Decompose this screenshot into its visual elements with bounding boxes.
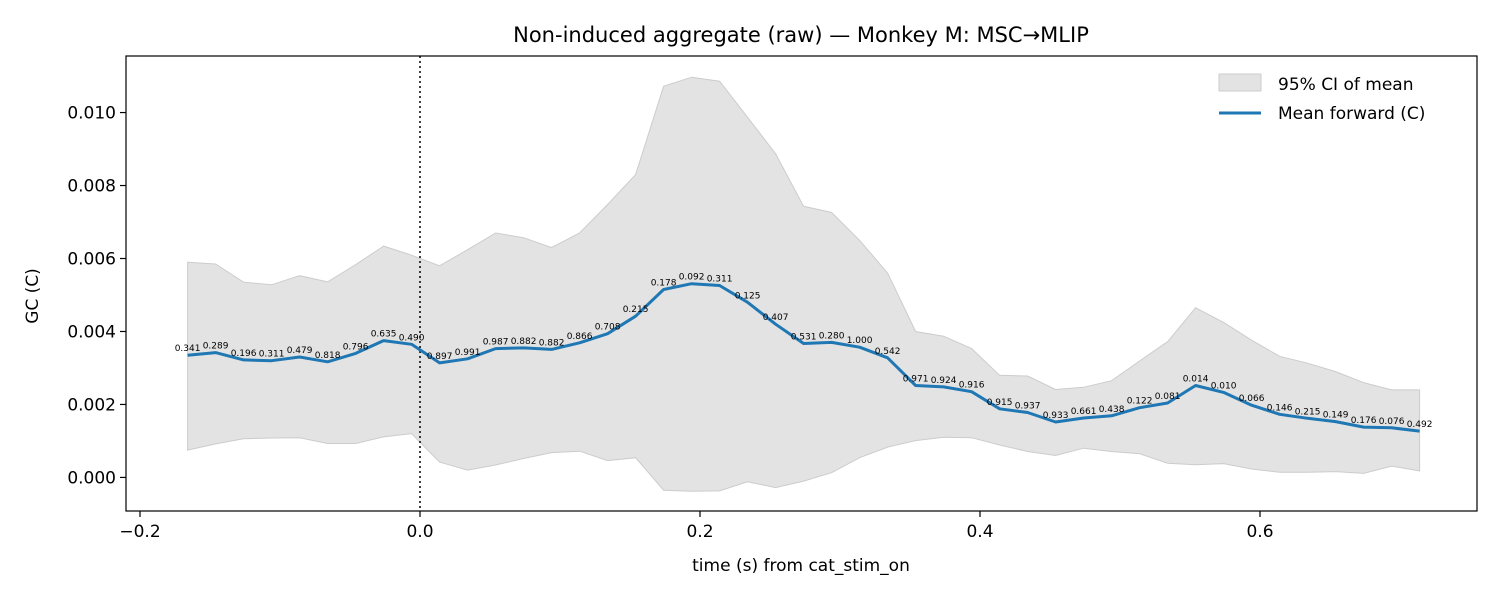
y-tick-label: 0.008 xyxy=(67,177,116,197)
point-label: 0.178 xyxy=(651,279,677,289)
point-label: 0.708 xyxy=(595,323,621,333)
point-label: 0.924 xyxy=(931,376,957,386)
point-label: 0.479 xyxy=(287,346,313,356)
point-label: 0.796 xyxy=(343,342,369,352)
point-label: 0.407 xyxy=(763,313,789,323)
ci-band xyxy=(187,76,1421,492)
point-label: 0.146 xyxy=(1267,403,1293,413)
chart-title: Non-induced aggregate (raw) — Monkey M: … xyxy=(513,23,1089,47)
point-label: 0.937 xyxy=(1015,402,1041,412)
point-label: 1.000 xyxy=(847,336,873,346)
mean-forward-line xyxy=(187,282,1420,433)
y-tick-label: 0.006 xyxy=(67,250,116,270)
plot-frame xyxy=(125,55,1478,512)
point-label: 0.010 xyxy=(1211,381,1237,391)
point-label: 0.492 xyxy=(1407,420,1433,430)
point-label: 0.661 xyxy=(1071,407,1097,417)
point-label: 0.076 xyxy=(1379,417,1405,427)
point-label: 0.971 xyxy=(903,375,929,385)
point-label: 0.196 xyxy=(231,349,257,359)
y-tick-label: 0.004 xyxy=(67,322,116,342)
point-label: 0.987 xyxy=(483,338,509,348)
point-label: 0.933 xyxy=(1043,411,1069,421)
point-label: 0.311 xyxy=(259,350,285,360)
ci-band-layer xyxy=(187,76,1421,492)
point-label: 0.289 xyxy=(203,342,229,352)
point-label: 0.176 xyxy=(1351,416,1377,426)
x-axis-ticks: −0.2 0.0 0.2 0.4 0.6 xyxy=(119,511,1274,542)
legend-mean-label: Mean forward (C) xyxy=(1278,104,1425,124)
point-label: 0.122 xyxy=(1127,397,1153,407)
point-label: 0.125 xyxy=(735,291,761,301)
point-label: 0.014 xyxy=(1183,375,1209,385)
x-tick-label: 0.0 xyxy=(406,522,433,542)
legend-ci-label: 95% CI of mean xyxy=(1278,75,1413,95)
mean-line-layer xyxy=(187,282,1420,433)
point-label: 0.438 xyxy=(1099,405,1125,415)
x-tick-label: −0.2 xyxy=(119,522,160,542)
point-label: 0.066 xyxy=(1239,394,1265,404)
x-tick-label: 0.4 xyxy=(966,522,993,542)
legend-ci-swatch xyxy=(1218,73,1262,92)
point-label: 0.897 xyxy=(427,352,453,362)
point-label: 0.531 xyxy=(791,333,817,343)
point-label: 0.280 xyxy=(819,331,845,341)
point-label: 0.818 xyxy=(315,351,341,361)
point-label: 0.882 xyxy=(539,338,565,348)
x-tick-label: 0.2 xyxy=(686,522,713,542)
point-label: 0.490 xyxy=(399,333,425,343)
y-tick-label: 0.010 xyxy=(67,104,116,124)
point-label: 0.991 xyxy=(455,348,481,358)
point-label: 0.341 xyxy=(175,344,201,354)
y-tick-label: 0.000 xyxy=(67,468,116,488)
point-label: 0.311 xyxy=(707,275,733,285)
point-label: 0.915 xyxy=(987,398,1013,408)
point-label: 0.092 xyxy=(679,273,705,283)
legend: 95% CI of mean Mean forward (C) xyxy=(1218,73,1425,124)
y-axis-label: GC (C) xyxy=(23,268,43,324)
y-axis-ticks: 0.000 0.002 0.004 0.006 0.008 0.010 xyxy=(67,104,126,488)
point-label: 0.542 xyxy=(875,347,901,357)
x-tick-label: 0.6 xyxy=(1246,522,1273,542)
point-label: 0.081 xyxy=(1155,392,1181,402)
x-axis-label: time (s) from cat_stim_on xyxy=(692,556,910,576)
point-label: 0.866 xyxy=(567,332,593,342)
point-label: 0.215 xyxy=(1295,407,1321,417)
y-tick-label: 0.002 xyxy=(67,395,116,415)
point-label: 0.635 xyxy=(371,330,397,340)
point-label: 0.149 xyxy=(1323,411,1349,421)
point-label: 0.882 xyxy=(511,337,537,347)
point-label: 0.916 xyxy=(959,381,985,391)
point-label: 0.215 xyxy=(623,305,649,315)
